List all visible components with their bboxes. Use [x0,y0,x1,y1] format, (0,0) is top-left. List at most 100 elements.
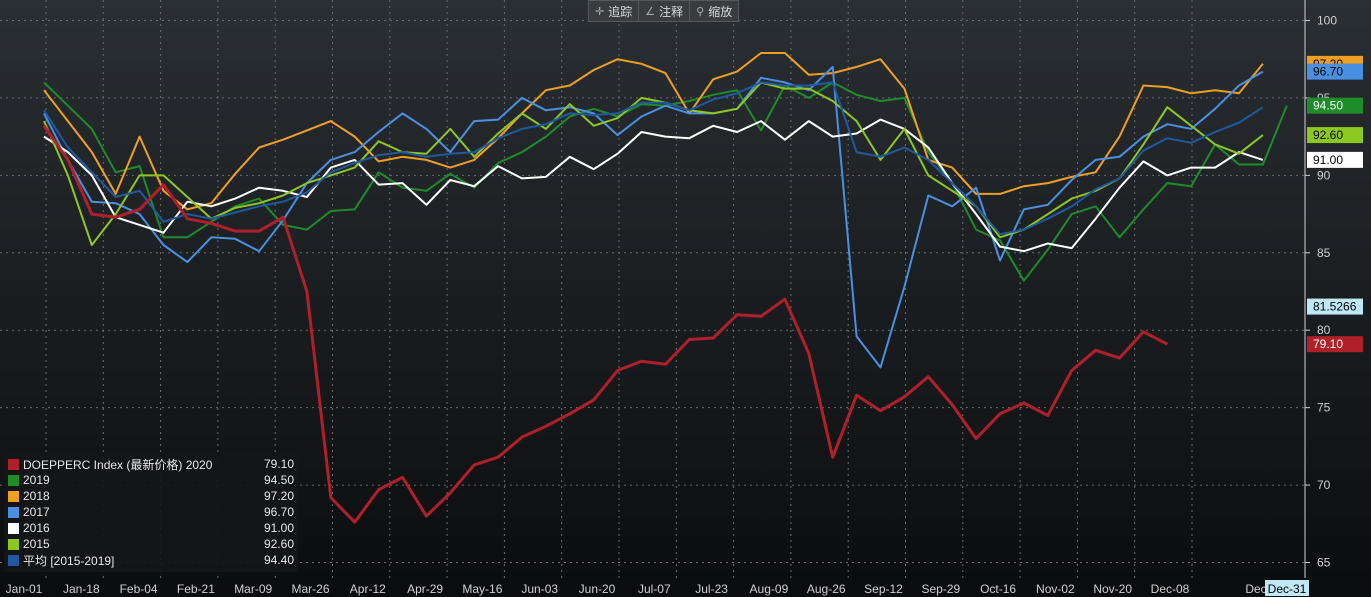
legend-swatch [8,554,19,566]
value-tag-bg [1307,151,1363,168]
value-tag: 79.10 [1307,336,1363,353]
y-tick-label: 100 [1317,13,1337,27]
value-tag-label: 91.00 [1313,153,1343,167]
annotate-label: 注释 [659,4,684,19]
x-tick-label: Aug-26 [807,582,846,596]
y-axis: 65707580859095100 [1304,0,1337,578]
legend-value: 94.40 [263,553,294,567]
x-tick-label: Nov-02 [1036,582,1075,596]
series-line [43,118,1264,253]
x-tick-label: Jun-03 [521,582,558,596]
y-tick-label: 90 [1317,168,1331,182]
x-tick-label: Dec-31 [1268,582,1307,596]
series-line [43,52,1264,211]
y-tick-label: 65 [1317,556,1331,570]
x-tick-label: Jul-23 [695,582,728,596]
legend-swatch [8,522,19,534]
legend-name: 2017 [23,505,50,519]
chart-toolbar: ✛ 追踪 ∠ 注释 ⚲ 缩放 [588,0,740,22]
value-tag-label: 96.70 [1313,65,1343,79]
x-tick-label: Dec [1245,582,1266,596]
value-tag-bg [1307,97,1363,114]
series-line [42,124,1168,524]
x-tick-label: Mar-09 [234,582,272,596]
x-axis: Jan-01 Jan-18 Feb-04 Feb-21 Mar-09 Mar-26 Apr-… [6,580,1309,596]
legend-name: 2018 [23,489,50,503]
x-tick-label: Nov-20 [1093,582,1132,596]
legend-swatch [8,538,19,550]
track-button[interactable]: ✛ 追踪 [589,1,640,21]
value-tag-label: 92.60 [1313,128,1343,142]
legend-swatch [8,490,19,502]
x-tick-label: Oct-16 [980,582,1016,596]
value-tag-bg [1307,298,1363,315]
grid-lines [0,0,1305,578]
zoom-button[interactable]: ⚲ 缩放 [690,1,738,21]
track-label: 追踪 [608,4,633,19]
crosshair-icon: ✛ [595,5,605,18]
x-tick-label: Apr-29 [407,582,443,596]
legend-name: 2015 [23,537,50,551]
value-tag-bg [1307,127,1363,144]
x-tick-label: Mar-26 [291,582,329,596]
x-tick-label: Jul-07 [638,582,671,596]
chart-legend: DOEPPERC Index (最新价格) 2020 79.10 2019 94… [4,452,298,572]
series-line [43,65,1264,369]
y-tick-label: 85 [1317,246,1331,260]
value-tag: 92.60 [1307,127,1363,144]
legend-item[interactable]: 2018 97.20 [8,488,294,504]
value-tag: 96.70 [1307,63,1363,80]
value-tag-bg [1307,63,1363,80]
x-tick-highlight [1265,580,1309,596]
x-tick-label: Apr-12 [350,582,386,596]
value-tag-label: 79.10 [1313,337,1343,351]
legend-item[interactable]: 2015 92.60 [8,536,294,552]
x-tick-label: Feb-04 [120,582,158,596]
y-tick-label: 75 [1317,401,1331,415]
legend-item[interactable]: 2019 94.50 [8,472,294,488]
x-tick-label: May-16 [462,582,502,596]
value-tag-label: 81.5266 [1313,300,1357,314]
legend-swatch [8,458,19,470]
x-tick-label: Feb-21 [177,582,215,596]
value-tag-bg [1307,336,1363,353]
legend-value: 97.20 [263,489,294,503]
series-lines [42,52,1288,524]
legend-item[interactable]: 2016 91.00 [8,520,294,536]
series-line [43,81,1264,246]
x-tick-label: Jan-01 [6,582,43,596]
legend-name: 2016 [23,521,50,535]
legend-value: 91.00 [263,521,294,535]
zoom-label: 缩放 [708,4,733,19]
legend-item[interactable]: 平均 [2015-2019] 94.40 [8,552,294,568]
series-line [43,81,1288,282]
legend-value: 96.70 [263,505,294,519]
x-tick-label: Jan-18 [63,582,100,596]
legend-item[interactable]: DOEPPERC Index (最新价格) 2020 79.10 [8,456,294,472]
x-tick-label: Aug-09 [750,582,789,596]
x-tick-label: Sep-29 [921,582,960,596]
value-tag: 91.00 [1307,151,1363,168]
y-tick-label: 70 [1317,478,1331,492]
legend-value: 79.10 [263,457,294,471]
legend-swatch [8,474,19,486]
x-tick-label: Jun-20 [579,582,616,596]
legend-name: 2019 [23,473,50,487]
annotate-button[interactable]: ∠ 注释 [639,1,691,21]
legend-item[interactable]: 2017 96.70 [8,504,294,520]
legend-name: 平均 [2015-2019] [23,553,115,568]
x-tick-label: Dec-08 [1151,582,1190,596]
legend-value: 92.60 [263,537,294,551]
pen-icon: ∠ [645,5,656,18]
value-tag: 94.50 [1307,97,1363,114]
y-tick-label: 80 [1317,323,1331,337]
legend-name: DOEPPERC Index (最新价格) 2020 [23,457,213,472]
legend-swatch [8,506,19,518]
series-line [43,81,1264,236]
value-tag: 81.5266 [1307,298,1363,315]
legend-value: 94.50 [263,473,294,487]
magnifier-icon: ⚲ [696,5,705,18]
value-tag-label: 94.50 [1313,99,1343,113]
